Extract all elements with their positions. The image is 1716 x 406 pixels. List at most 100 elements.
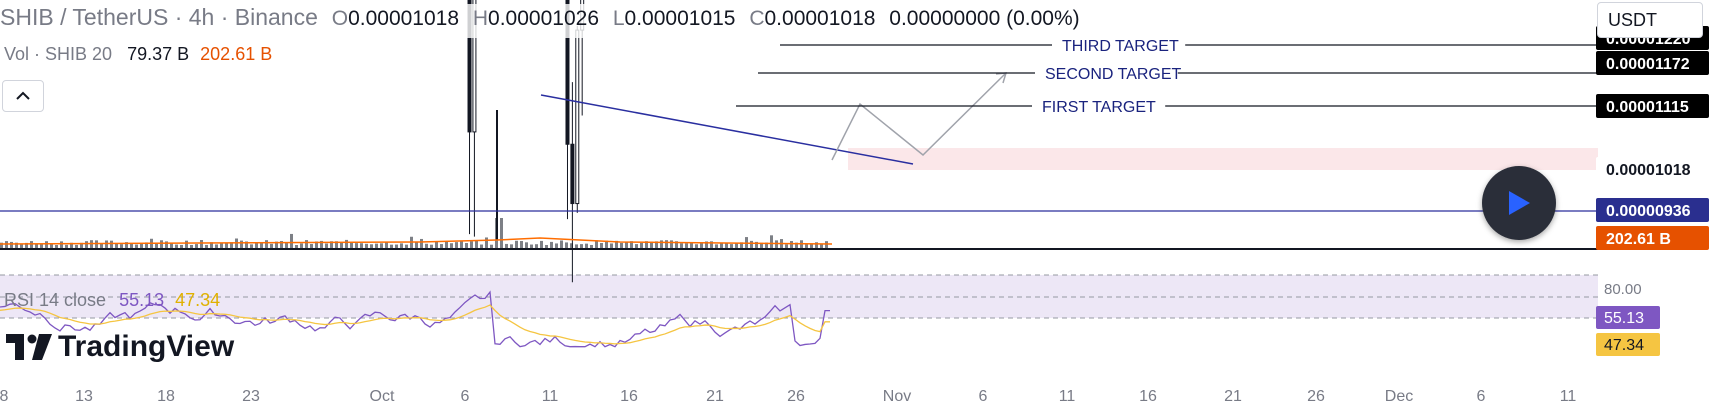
volume-bar <box>320 240 323 248</box>
volume-bar <box>630 241 633 248</box>
volume-bar <box>80 242 83 248</box>
time-axis-label: 21 <box>706 388 724 405</box>
volume-bar <box>570 243 573 248</box>
volume-bar <box>340 242 343 248</box>
volume-bar <box>430 244 433 248</box>
rsi-ma-badge <box>1596 333 1660 356</box>
volume-bar <box>770 235 773 248</box>
volume-bar <box>590 244 593 248</box>
time-axis-label: 16 <box>620 388 638 405</box>
volume-bar <box>135 244 138 248</box>
low-value: 0.00001015 <box>624 7 736 30</box>
volume-bar <box>790 241 793 248</box>
volume-bar <box>660 240 663 248</box>
resistance-zone <box>848 148 1598 170</box>
volume-bar <box>195 244 198 248</box>
volume-bar <box>600 242 603 248</box>
volume-legend-value: 79.37 B <box>127 44 190 64</box>
target-label: SECOND TARGET <box>1045 66 1182 83</box>
volume-bar <box>525 242 528 248</box>
volume-bar <box>670 240 673 248</box>
price-axis-label: 0.00000936 <box>1606 203 1691 220</box>
volume-bar <box>155 243 158 248</box>
volume-bar <box>110 240 113 248</box>
time-axis-label: 18 <box>157 388 175 405</box>
volume-bar <box>455 242 458 248</box>
volume-bar <box>225 242 228 248</box>
volume-bar <box>450 243 453 248</box>
volume-bar <box>820 243 823 248</box>
volume-bar <box>440 244 443 248</box>
volume-bar <box>350 242 353 248</box>
volume-bar <box>555 243 558 248</box>
volume-bar <box>375 243 378 248</box>
volume-bar <box>10 241 13 248</box>
volume-bar <box>425 243 428 248</box>
close-value: 0.00001018 <box>764 7 876 30</box>
volume-bar <box>15 242 18 248</box>
volume-bar <box>200 240 203 248</box>
volume-bar <box>785 244 788 248</box>
volume-bar <box>530 244 533 248</box>
volume-bar <box>520 240 523 248</box>
volume-bar <box>120 244 123 248</box>
volume-bar <box>695 244 698 248</box>
candle-body <box>575 29 580 205</box>
volume-bar <box>265 240 268 248</box>
collapse-legend-button[interactable] <box>2 80 44 112</box>
volume-bar <box>765 242 768 248</box>
volume-bar <box>60 241 63 248</box>
close-label: C <box>749 7 765 30</box>
open-value: 0.00001018 <box>348 7 460 30</box>
volume-bar <box>190 244 193 248</box>
currency-selector[interactable]: USDT <box>1597 2 1703 38</box>
volume-bar <box>505 243 508 248</box>
time-axis-label: Dec <box>1385 388 1413 405</box>
volume-bar <box>160 240 163 248</box>
play-button[interactable] <box>1482 166 1556 240</box>
volume-bar <box>815 242 818 248</box>
volume-bar <box>230 242 233 248</box>
volume-bar <box>415 242 418 248</box>
volume-bar <box>25 242 28 248</box>
volume-bar <box>655 241 658 248</box>
volume-bar <box>735 243 738 248</box>
volume-bar <box>725 242 728 248</box>
price-pane-bg <box>0 0 1598 250</box>
volume-bar <box>715 244 718 248</box>
volume-bar <box>50 243 53 248</box>
time-axis-label: 21 <box>1224 388 1242 405</box>
volume-bar <box>615 240 618 248</box>
volume-bar <box>720 242 723 248</box>
candle-body <box>570 143 575 205</box>
volume-bar <box>20 244 23 248</box>
volume-bar <box>390 244 393 248</box>
volume-bar <box>610 243 613 248</box>
volume-bar <box>215 244 218 248</box>
volume-legend: Vol · SHIB 20 79.37 B 202.61 B <box>4 44 272 65</box>
volume-bar <box>535 244 538 248</box>
volume-bar <box>40 244 43 248</box>
volume-bar <box>145 242 148 248</box>
candle-body <box>467 0 472 133</box>
tradingview-logo-icon <box>6 334 52 360</box>
volume-bar <box>650 241 653 248</box>
volume-bar <box>75 244 78 248</box>
volume-bar <box>665 240 668 248</box>
rsi-axis-label: 55.13 <box>1604 310 1644 327</box>
volume-bar <box>795 242 798 248</box>
volume-bar <box>35 243 38 248</box>
volume-bar <box>480 244 483 248</box>
volume-bar <box>635 244 638 248</box>
volume-bar <box>170 243 173 248</box>
volume-bar <box>115 243 118 248</box>
time-axis-label: 26 <box>1307 388 1325 405</box>
time-axis-label: 8 <box>0 388 9 405</box>
volume-bar <box>435 241 438 248</box>
high-label: H <box>472 7 489 30</box>
volume-bar <box>580 244 583 248</box>
volume-bar <box>365 243 368 248</box>
tradingview-logo-text: TradingView <box>58 330 235 363</box>
